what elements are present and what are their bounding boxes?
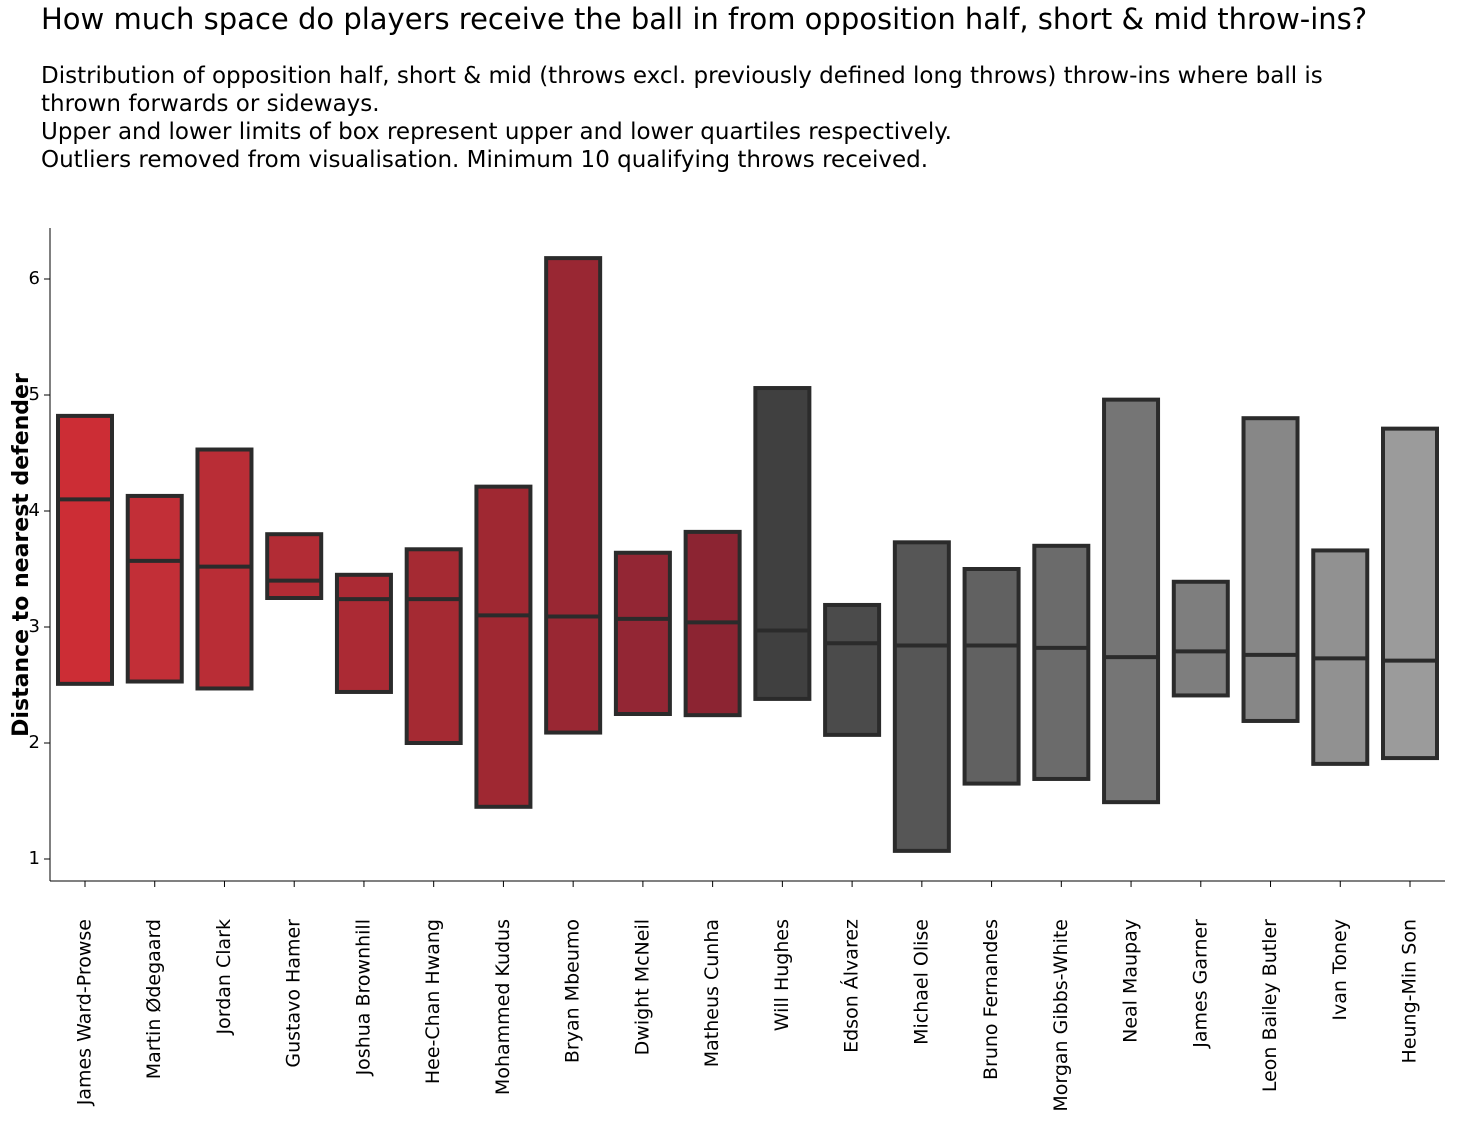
y-tick-label: 1 [29, 848, 40, 869]
box [1102, 397, 1161, 805]
box [1381, 426, 1439, 761]
box [195, 447, 254, 691]
x-tick-label: Jordan Clark [213, 919, 235, 1036]
box [334, 572, 393, 694]
x-tick-label: Bryan Mbeumo [562, 919, 584, 1063]
box-group [334, 572, 393, 694]
x-tick-label: Neal Maupay [1120, 919, 1142, 1043]
x-tick-label: Edson Álvarez [840, 919, 863, 1053]
x-tick-label: Morgan Gibbs-White [1050, 919, 1072, 1112]
x-tick-label: Matheus Cunha [701, 919, 723, 1067]
box-group [195, 447, 254, 691]
x-tick-label: Heung-Min Son [1399, 919, 1421, 1063]
box [962, 567, 1021, 786]
y-tick-label: 6 [29, 268, 40, 289]
box-group [1032, 543, 1091, 781]
box [753, 386, 812, 701]
box-group [1171, 579, 1230, 698]
x-tick-label: James Ward-Prowse [74, 919, 96, 1106]
box-group [544, 256, 603, 735]
y-axis-ticks: 1 2 3 4 5 6 [29, 268, 50, 869]
box-group [404, 547, 463, 746]
subtitle-line: Outliers removed from visualisation. Min… [41, 147, 929, 173]
x-tick-label: Martin Ødegaard [143, 919, 165, 1079]
y-tick-label: 4 [29, 500, 40, 521]
x-tick-label: Bruno Fernandes [980, 919, 1002, 1080]
x-tick-label: Gustavo Hamer [283, 919, 305, 1068]
y-tick-label: 2 [29, 732, 40, 753]
box [404, 547, 463, 746]
chart-subtitle: Distribution of opposition half, short &… [41, 62, 1441, 174]
box-group [1381, 426, 1439, 761]
boxes [56, 256, 1439, 853]
chart-title: How much space do players receive the ba… [41, 2, 1368, 36]
box [125, 493, 184, 684]
box-group [56, 413, 114, 686]
x-tick-label: Dwight McNeil [631, 919, 653, 1055]
box-group [1102, 397, 1161, 805]
box [1241, 416, 1300, 723]
box [823, 602, 882, 737]
box [56, 413, 114, 686]
box [613, 550, 672, 717]
box [1032, 543, 1091, 781]
box-group [823, 602, 882, 737]
x-tick-label: James Garner [1189, 919, 1211, 1049]
subtitle-line: Distribution of opposition half, short &… [41, 63, 1323, 89]
box [544, 256, 603, 735]
box [474, 484, 533, 809]
x-tick-label: Leon Bailey Butler [1259, 919, 1281, 1092]
box [1171, 579, 1230, 698]
x-tick-label: Will Hughes [771, 919, 793, 1031]
box-group [753, 386, 812, 701]
box-group [613, 550, 672, 717]
x-tick-label: Joshua Brownhill [352, 919, 374, 1076]
box-group [474, 484, 533, 809]
x-axis-ticks: James Ward-Prowse Martin Ødegaard Jordan C… [74, 881, 1421, 1112]
x-tick-label: Michael Olise [910, 919, 932, 1045]
axes [49, 228, 1445, 882]
box-group [125, 493, 184, 684]
x-tick-label: Ivan Toney [1329, 919, 1351, 1021]
y-axis-label: Distance to nearest defender [9, 373, 34, 737]
x-tick-label: Hee-Chan Hwang [422, 919, 444, 1084]
box-group [265, 532, 324, 601]
y-tick-label: 3 [29, 616, 40, 637]
box-group [683, 529, 742, 718]
box [265, 532, 324, 601]
box-group [1311, 548, 1370, 766]
box-group [962, 567, 1021, 786]
box-group [892, 540, 951, 853]
subtitle-line: thrown forwards or sideways. [41, 91, 380, 117]
subtitle-line: Upper and lower limits of box represent … [41, 119, 952, 145]
box-group [1241, 416, 1300, 723]
box [892, 540, 951, 853]
x-tick-label: Mohammed Kudus [492, 919, 514, 1095]
y-tick-label: 5 [29, 384, 40, 405]
